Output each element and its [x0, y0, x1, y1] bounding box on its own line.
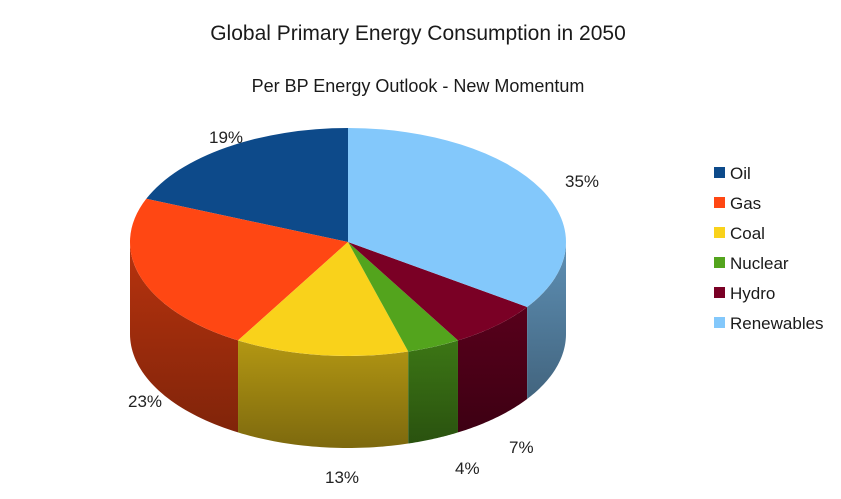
legend-label-renewables: Renewables — [730, 314, 824, 333]
data-label-gas: 23% — [128, 392, 162, 411]
data-label-oil: 19% — [209, 128, 243, 147]
pie-side-coal — [238, 340, 409, 448]
legend-item-nuclear: Nuclear — [714, 254, 789, 273]
legend-item-coal: Coal — [714, 224, 765, 243]
data-label-nuclear: 4% — [455, 459, 480, 478]
legend-item-gas: Gas — [714, 194, 761, 213]
legend-swatch-hydro — [714, 287, 725, 298]
legend-swatch-oil — [714, 167, 725, 178]
legend-label-hydro: Hydro — [730, 284, 775, 303]
pie-sides — [130, 242, 566, 448]
pie-slice-nuclear — [348, 242, 458, 352]
legend-swatch-coal — [714, 227, 725, 238]
legend-label-coal: Coal — [730, 224, 765, 243]
pie-slice-hydro — [348, 242, 528, 341]
legend-label-gas: Gas — [730, 194, 761, 213]
data-label-renewables: 35% — [565, 172, 599, 191]
data-label-coal: 13% — [325, 468, 359, 487]
pie-labels: 19% 23% 13% 4% 7% 35% — [128, 128, 599, 487]
pie-slice-oil — [146, 128, 348, 242]
pie-side-renewables — [527, 242, 566, 399]
legend-item-oil: Oil — [714, 164, 751, 183]
legend-item-hydro: Hydro — [714, 284, 775, 303]
legend-label-oil: Oil — [730, 164, 751, 183]
pie-side-hydro — [457, 306, 528, 433]
pie-side-nuclear — [408, 340, 458, 444]
pie-slice-gas — [129, 198, 348, 341]
pie-slice-renewables — [348, 128, 566, 307]
pie-slices — [129, 128, 566, 356]
pie-side-gas — [130, 242, 239, 433]
legend-swatch-nuclear — [714, 257, 725, 268]
pie-slice-coal — [238, 242, 409, 356]
legend-swatch-renewables — [714, 317, 725, 328]
chart-subtitle: Per BP Energy Outlook - New Momentum — [252, 76, 585, 96]
legend: Oil Gas Coal Nuclear Hydro Renewables — [714, 164, 824, 333]
chart-title: Global Primary Energy Consumption in 205… — [210, 22, 626, 45]
legend-label-nuclear: Nuclear — [730, 254, 789, 273]
legend-swatch-gas — [714, 197, 725, 208]
data-label-hydro: 7% — [509, 438, 534, 457]
legend-item-renewables: Renewables — [714, 314, 824, 333]
